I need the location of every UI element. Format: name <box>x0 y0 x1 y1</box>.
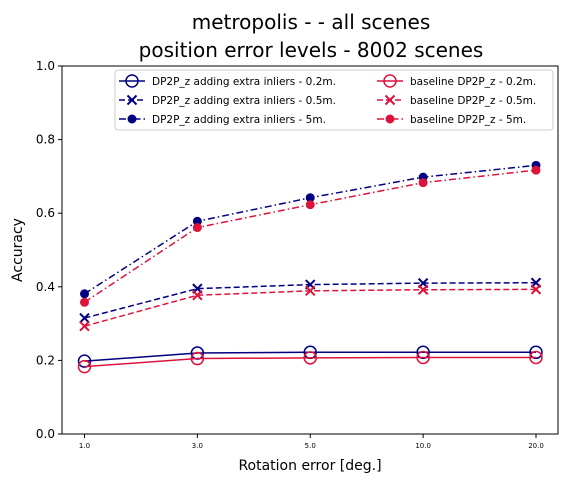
legend-entry: DP2P_z adding extra inliers - 5m. <box>119 114 326 126</box>
legend-entry: DP2P_z adding extra inliers - 0.5m. <box>119 94 336 107</box>
legend-marker-swatch <box>385 114 395 124</box>
data-point <box>416 350 430 365</box>
data-point <box>77 354 92 368</box>
data-point <box>79 320 90 332</box>
legend-marker-swatch <box>126 94 138 106</box>
data-point <box>416 345 430 360</box>
series-line <box>84 164 537 295</box>
data-point <box>529 345 543 360</box>
data-point <box>190 351 205 366</box>
series-1 <box>79 277 542 324</box>
legend-marker-swatch <box>383 74 397 88</box>
legend-label: DP2P_z adding extra inliers - 0.5m. <box>152 95 336 107</box>
y-tick-label: 0.6 <box>36 206 55 220</box>
x-tick-label: 1.0 <box>79 442 90 450</box>
legend-box <box>114 69 554 131</box>
legend-label: baseline DP2P_z - 0.2m. <box>410 76 536 88</box>
chart-title-line1: metropolis - - all scenes <box>192 10 430 34</box>
legend-label: baseline DP2P_z - 5m. <box>410 114 526 126</box>
series-line <box>84 282 537 319</box>
axes-frame <box>61 65 559 435</box>
legend-label: baseline DP2P_z - 0.5m. <box>410 95 536 107</box>
y-tick-label: 0.2 <box>36 353 55 367</box>
data-point <box>305 200 315 210</box>
legend-label: DP2P_z adding extra inliers - 5m. <box>152 114 326 126</box>
legend-entry: DP2P_z adding extra inliers - 0.2m. <box>119 74 336 88</box>
x-tick-label: 20.0 <box>528 442 544 450</box>
data-point <box>418 178 428 188</box>
y-tick-label: 0.8 <box>36 133 55 147</box>
series-4 <box>79 284 542 332</box>
data-point <box>79 312 90 324</box>
legend-marker-swatch <box>127 114 137 124</box>
series-line <box>84 356 536 368</box>
y-axis-label: Accuracy <box>10 218 26 282</box>
data-point <box>417 284 429 295</box>
plot-area: 0.0 0.2 0.4 0.6 0.8 1.0 1.0 3.0 5.0 10.0 20.0 <box>36 59 544 450</box>
data-point <box>80 289 89 299</box>
series-3 <box>77 350 543 374</box>
legend: DP2P_z adding extra inliers - 0.2m. DP2P_… <box>114 69 554 131</box>
data-point <box>80 297 89 307</box>
legend-marker-swatch <box>384 94 396 106</box>
legend-entry: baseline DP2P_z - 0.2m. <box>377 74 536 88</box>
y-tick-label: 1.0 <box>36 59 55 73</box>
legend-label: DP2P_z adding extra inliers - 0.2m. <box>152 76 336 88</box>
data-point <box>77 359 92 374</box>
legend-marker-swatch <box>125 74 139 88</box>
x-tick-label: 5.0 <box>305 442 316 450</box>
series-5 <box>80 165 541 307</box>
x-tick-label: 3.0 <box>192 442 203 450</box>
legend-entry: baseline DP2P_z - 0.5m. <box>377 94 536 107</box>
data-point <box>529 350 543 365</box>
data-point <box>303 351 317 365</box>
data-point <box>531 165 541 175</box>
y-tick-label: 0.4 <box>36 280 55 294</box>
x-axis-label: Rotation error [deg.] <box>238 458 381 474</box>
series-2 <box>80 160 541 299</box>
data-point <box>192 290 203 301</box>
chart-title-line2: position error levels - 8002 scenes <box>139 38 484 62</box>
data-point <box>305 285 316 297</box>
legend-entry: baseline DP2P_z - 5m. <box>377 114 526 126</box>
series-line <box>84 288 537 327</box>
x-tick-label: 10.0 <box>415 442 431 450</box>
y-tick-label: 0.0 <box>36 427 55 441</box>
data-point <box>192 223 202 233</box>
data-point <box>530 284 542 295</box>
